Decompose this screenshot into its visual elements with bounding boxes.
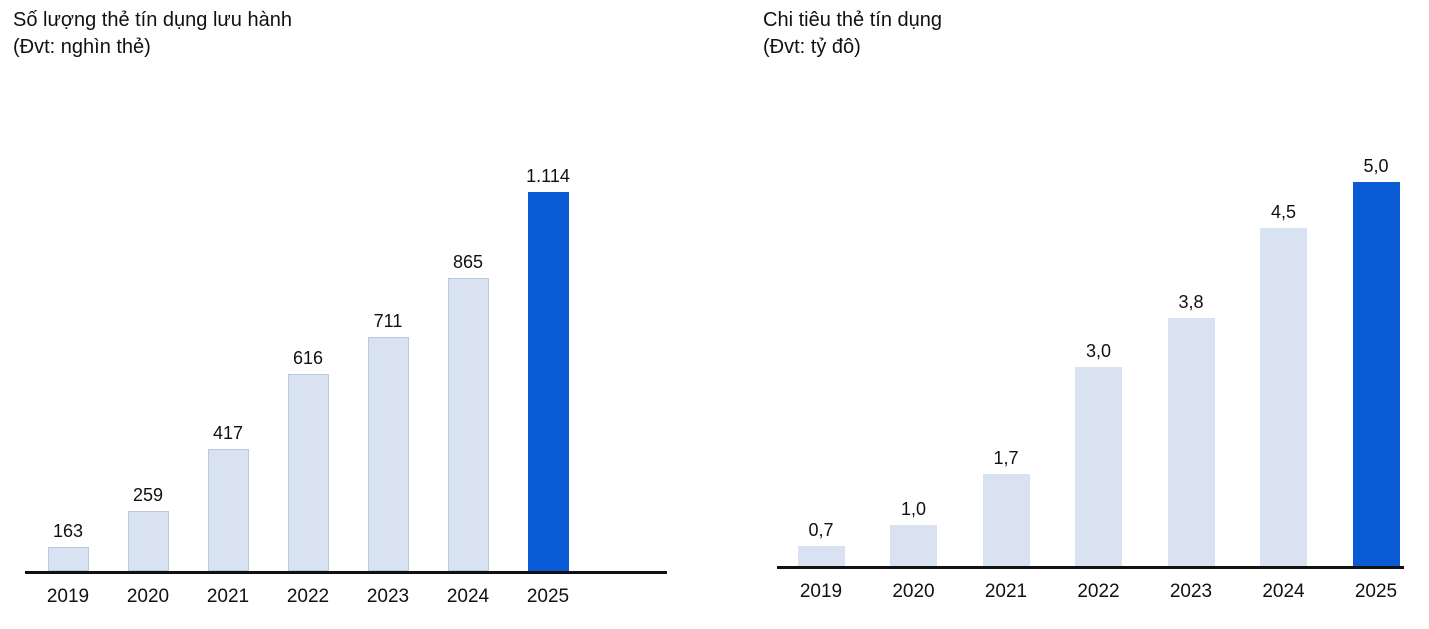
bar bbox=[797, 546, 845, 566]
bar bbox=[1352, 182, 1400, 566]
x-axis-tick-label: 2025 bbox=[1354, 581, 1398, 602]
bar bbox=[127, 511, 169, 571]
chart-title: Số lượng thẻ tín dụng lưu hành bbox=[13, 9, 292, 31]
bar bbox=[1075, 367, 1122, 566]
chart-subtitle: (Đvt: tỷ đô) bbox=[763, 36, 861, 58]
x-axis-tick-label: 2021 bbox=[984, 581, 1028, 602]
x-axis-tick-label: 2023 bbox=[1169, 581, 1213, 602]
bar bbox=[47, 547, 89, 571]
bar-value-label: 616 bbox=[292, 348, 324, 368]
chart-card-circulation: Số lượng thẻ tín dụng lưu hành (Đvt: ngh… bbox=[0, 0, 714, 629]
bar-value-label: 417 bbox=[212, 423, 244, 443]
bar-value-label: 1,7 bbox=[993, 448, 1019, 468]
x-axis-line bbox=[777, 566, 1404, 569]
bar-value-label: 1,0 bbox=[900, 499, 927, 519]
bar-value-label: 4,5 bbox=[1270, 202, 1297, 222]
bar-value-label: 0,7 bbox=[808, 520, 834, 540]
x-axis-line bbox=[25, 571, 667, 574]
bar-value-label: 1.114 bbox=[526, 166, 570, 186]
bar bbox=[1260, 228, 1307, 566]
bar-value-label: 5,0 bbox=[1363, 156, 1389, 176]
bar-value-label: 865 bbox=[452, 252, 484, 272]
bar-value-label: 163 bbox=[52, 521, 84, 541]
x-axis-tick-label: 2024 bbox=[1262, 581, 1305, 602]
x-axis-tick-label: 2023 bbox=[366, 586, 410, 607]
bar bbox=[447, 278, 489, 571]
chart-subtitle: (Đvt: nghìn thẻ) bbox=[13, 36, 151, 58]
x-axis-tick-label: 2022 bbox=[286, 586, 330, 607]
bar bbox=[1167, 318, 1215, 566]
bar bbox=[890, 525, 937, 566]
chart-title: Chi tiêu thẻ tín dụng bbox=[763, 9, 943, 31]
bar-value-label: 711 bbox=[373, 311, 403, 331]
x-axis-tick-label: 2019 bbox=[46, 586, 90, 607]
x-axis-tick-label: 2025 bbox=[526, 586, 570, 607]
bar bbox=[207, 449, 249, 571]
x-axis-tick-label: 2019 bbox=[799, 581, 843, 602]
x-axis-tick-label: 2022 bbox=[1077, 581, 1120, 602]
bar bbox=[527, 192, 569, 571]
x-axis-tick-label: 2024 bbox=[446, 586, 490, 607]
bar-value-label: 259 bbox=[132, 485, 164, 505]
bar bbox=[982, 474, 1030, 566]
bar-value-label: 3,8 bbox=[1178, 292, 1204, 312]
bar-value-label: 3,0 bbox=[1085, 341, 1112, 361]
x-axis-tick-label: 2020 bbox=[892, 581, 935, 602]
bar bbox=[287, 374, 329, 571]
chart-card-spending: Chi tiêu thẻ tín dụng (Đvt: tỷ đô) 0,7 20… bbox=[752, 0, 1429, 629]
x-axis-tick-label: 2021 bbox=[206, 586, 250, 607]
x-axis-tick-label: 2020 bbox=[126, 586, 170, 607]
bar bbox=[367, 337, 409, 571]
